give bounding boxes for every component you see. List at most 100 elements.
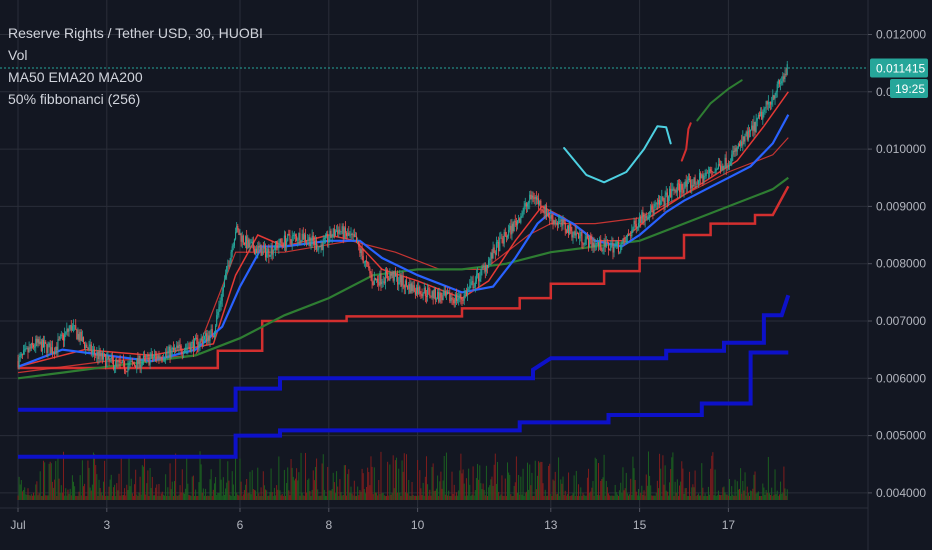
volume-bar	[387, 461, 389, 500]
candle-body	[127, 366, 129, 372]
volume-bar	[21, 491, 23, 500]
fibonacci-indicator-label[interactable]: 50% fibbonanci (256)	[8, 91, 141, 107]
volume-bar	[711, 455, 713, 500]
volume-bar	[81, 460, 83, 500]
candle-body	[553, 220, 555, 225]
candle-body	[172, 347, 174, 351]
candle-body	[217, 311, 219, 316]
y-tick-label: 0.005000	[876, 429, 926, 443]
volume-indicator-label[interactable]: Vol	[8, 47, 28, 63]
volume-bar	[188, 494, 190, 500]
time-axis[interactable]: Jul 3 6 8 10 13 15 17	[10, 508, 735, 532]
candle-body	[21, 353, 23, 355]
candle-body	[155, 354, 157, 356]
candle-body	[489, 258, 491, 261]
countdown-badge-value: 19:25	[895, 82, 925, 96]
volume-bar	[569, 495, 571, 500]
volume-bar	[302, 495, 304, 500]
candle-body	[620, 246, 622, 252]
candle-body	[655, 203, 657, 205]
candle-body	[228, 265, 230, 267]
volume-bar	[495, 483, 497, 500]
moving-average-indicator-label[interactable]: MA50 EMA20 MA200	[8, 69, 143, 85]
symbol-title[interactable]: Reserve Rights / Tether USD, 30, HUOBI	[8, 25, 263, 41]
candle-body	[762, 111, 764, 120]
candle-body	[161, 359, 163, 360]
volume-bar	[301, 492, 303, 500]
volume-bar	[57, 456, 59, 500]
price-axis[interactable]: 0.0120000.0110000.0100000.0090000.008000…	[868, 28, 926, 500]
candle-body	[132, 362, 134, 365]
volume-bar	[115, 495, 117, 500]
candle-body	[642, 212, 644, 219]
candle-body	[243, 242, 245, 245]
volume-bar	[111, 495, 113, 500]
volume-bar	[361, 468, 363, 500]
candle-body	[551, 214, 553, 220]
volume-bar	[670, 469, 672, 500]
candle-body	[287, 234, 289, 241]
candle-body	[319, 246, 321, 248]
candle-body	[146, 355, 148, 358]
candle-body	[46, 343, 48, 353]
candle-body	[331, 236, 333, 238]
volume-bar	[95, 465, 97, 500]
candle-body	[357, 241, 359, 243]
volume-bar	[462, 469, 464, 500]
candle-body	[573, 231, 575, 235]
volume-bar	[227, 461, 229, 500]
volume-bar	[156, 484, 158, 500]
candle-body	[484, 265, 486, 272]
candle-body	[205, 333, 207, 337]
candle-body	[253, 249, 255, 255]
volume-bar	[675, 492, 677, 500]
candle-body	[339, 229, 341, 232]
volume-bar	[127, 490, 129, 500]
candle-body	[483, 265, 485, 268]
candle-body	[644, 215, 646, 221]
volume-bar	[564, 490, 566, 500]
volume-bar	[696, 494, 698, 500]
volume-bar	[651, 495, 653, 500]
candle-body	[166, 352, 168, 354]
candle-body	[114, 366, 116, 369]
volume-bar	[410, 495, 412, 500]
candle-body	[452, 299, 454, 300]
candle-body	[586, 236, 588, 238]
volume-bar	[474, 489, 476, 500]
volume-bar	[457, 495, 459, 500]
volume-bar	[158, 483, 160, 500]
candle-body	[571, 230, 573, 238]
volume-bar	[430, 495, 432, 500]
volume-bar	[549, 463, 551, 500]
volume-bar	[27, 488, 29, 500]
volume-bar	[626, 493, 628, 500]
volume-bar	[541, 461, 543, 500]
candle-body	[753, 122, 755, 131]
volume-bar	[342, 494, 344, 500]
candle-body	[677, 183, 679, 185]
volume-bar	[337, 486, 339, 500]
candle-body	[56, 346, 58, 351]
candle-body	[65, 332, 67, 334]
candle-body	[215, 325, 217, 333]
candle-body	[206, 333, 208, 342]
candle-body	[518, 218, 520, 221]
candle-body	[249, 243, 251, 248]
candle-body	[106, 358, 108, 367]
volume-bar	[764, 494, 766, 500]
candle-body	[757, 114, 759, 119]
candle-body	[768, 101, 771, 103]
candle-body	[727, 165, 729, 166]
candle-body	[181, 352, 183, 354]
y-tick-label: 0.008000	[876, 257, 926, 271]
volume-bar	[41, 495, 43, 500]
candle-body	[659, 199, 661, 205]
candle-body	[323, 237, 325, 240]
volume-bar	[520, 476, 522, 500]
volume-bar	[257, 467, 259, 500]
volume-bar	[533, 495, 535, 500]
candle-body	[599, 239, 601, 246]
candle-body	[541, 209, 543, 211]
